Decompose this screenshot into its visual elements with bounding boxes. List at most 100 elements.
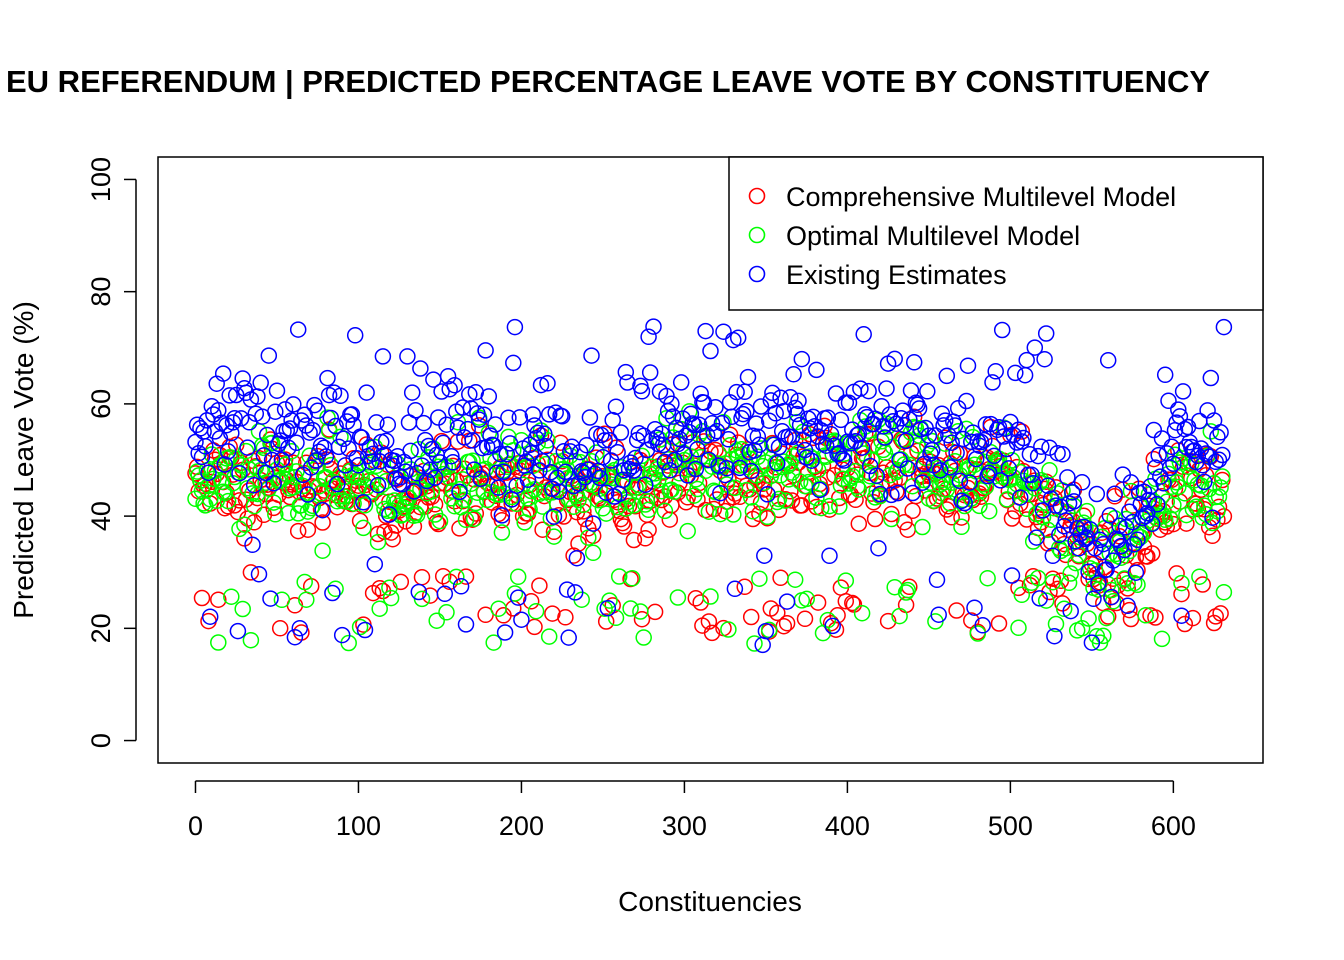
data-point-series-1 — [925, 492, 943, 509]
data-point-series-1 — [1122, 482, 1140, 500]
data-point-series-0 — [948, 602, 965, 619]
data-point-series-1 — [909, 437, 926, 454]
data-point-series-2 — [549, 469, 566, 487]
data-point-series-1 — [542, 510, 560, 527]
y-axis: 0 20 40 60 80 100 — [86, 157, 137, 748]
data-point-series-2 — [555, 443, 573, 460]
data-point-series-0 — [943, 509, 960, 526]
data-point-series-2 — [420, 437, 437, 455]
data-point-series-2 — [1114, 466, 1132, 483]
data-point-series-2 — [1202, 369, 1220, 387]
data-point-series-2 — [659, 402, 677, 420]
data-point-series-2 — [496, 624, 514, 641]
data-point-series-2 — [443, 447, 460, 465]
data-point-series-2 — [475, 406, 493, 423]
data-point-series-2 — [855, 326, 872, 343]
data-point-series-1 — [286, 468, 304, 486]
data-point-series-2 — [534, 453, 551, 470]
data-point-series-1 — [656, 502, 674, 520]
data-point-series-1 — [267, 506, 284, 523]
data-point-series-1 — [265, 494, 282, 511]
data-point-series-2 — [309, 402, 326, 420]
data-point-series-0 — [782, 483, 799, 500]
data-point-series-2 — [946, 417, 964, 434]
data-point-series-2 — [312, 437, 330, 454]
data-point-series-2 — [356, 621, 374, 639]
data-point-series-2 — [570, 475, 587, 492]
data-point-series-2 — [1103, 588, 1120, 606]
data-point-series-2 — [764, 384, 781, 402]
data-point-series-0 — [847, 491, 864, 509]
data-point-series-2 — [967, 450, 985, 468]
data-point-series-1 — [1003, 452, 1021, 469]
data-point-series-1 — [786, 571, 804, 588]
data-point-series-2 — [456, 429, 473, 446]
data-point-series-2 — [617, 363, 635, 381]
data-point-series-1 — [330, 488, 348, 505]
data-point-series-2 — [454, 399, 472, 416]
data-point-series-1 — [485, 634, 502, 651]
data-point-series-2 — [837, 394, 855, 411]
data-point-series-2 — [353, 429, 370, 446]
data-point-series-2 — [482, 427, 499, 444]
data-point-series-2 — [327, 417, 344, 435]
data-point-series-2 — [1031, 590, 1048, 607]
data-point-series-1 — [1214, 468, 1231, 485]
data-point-series-1 — [371, 600, 388, 617]
data-point-series-0 — [557, 609, 574, 626]
data-point-series-2 — [324, 584, 341, 602]
data-point-series-2 — [399, 348, 416, 365]
data-point-series-2 — [641, 364, 659, 381]
data-point-series-2 — [685, 416, 703, 434]
data-point-series-2 — [536, 425, 553, 443]
data-point-series-1 — [1024, 533, 1042, 550]
data-point-series-2 — [1101, 507, 1119, 524]
data-point-series-1 — [509, 568, 527, 586]
data-point-series-2 — [700, 451, 718, 469]
data-point-series-2 — [403, 384, 421, 401]
data-point-series-1 — [1215, 583, 1233, 601]
data-point-series-1 — [969, 625, 987, 642]
data-point-series-1 — [1204, 514, 1221, 532]
data-point-series-2 — [840, 394, 858, 411]
data-point-series-2 — [684, 415, 701, 432]
data-point-series-2 — [899, 460, 916, 477]
data-point-series-2 — [322, 409, 340, 427]
data-point-series-1 — [848, 478, 866, 495]
data-point-series-2 — [1021, 445, 1039, 463]
data-point-series-2 — [537, 437, 555, 455]
data-point-series-1 — [407, 504, 424, 522]
data-point-series-2 — [193, 448, 211, 466]
data-point-series-1 — [897, 584, 915, 601]
data-point-series-1 — [457, 511, 475, 529]
data-point-series-1 — [219, 492, 237, 510]
data-point-series-2 — [783, 428, 801, 446]
data-point-series-2 — [436, 585, 454, 603]
data-point-series-2 — [951, 472, 969, 490]
data-point-series-1 — [1011, 463, 1029, 481]
data-point-series-2 — [250, 565, 268, 583]
data-point-series-1 — [314, 542, 331, 559]
data-point-series-2 — [531, 462, 548, 479]
data-point-series-1 — [635, 629, 652, 646]
data-point-series-2 — [1170, 401, 1187, 418]
data-point-series-2 — [1116, 541, 1133, 559]
data-point-series-2 — [976, 431, 993, 449]
data-point-series-2 — [459, 420, 476, 438]
data-point-series-2 — [444, 454, 462, 471]
data-point-series-2 — [1018, 351, 1035, 369]
data-point-series-2 — [418, 472, 436, 490]
data-point-series-0 — [1147, 609, 1164, 626]
data-point-series-1 — [850, 481, 868, 498]
data-point-series-2 — [524, 406, 542, 423]
data-point-series-2 — [656, 453, 674, 471]
data-point-series-1 — [741, 450, 758, 467]
data-point-series-1 — [482, 449, 499, 467]
data-point-series-0 — [1194, 576, 1211, 593]
data-point-series-0 — [493, 511, 511, 529]
data-point-series-2 — [901, 411, 918, 428]
data-point-series-2 — [914, 474, 931, 491]
data-point-series-2 — [739, 368, 757, 386]
data-point-series-2 — [1026, 339, 1044, 356]
data-point-series-2 — [257, 464, 274, 482]
